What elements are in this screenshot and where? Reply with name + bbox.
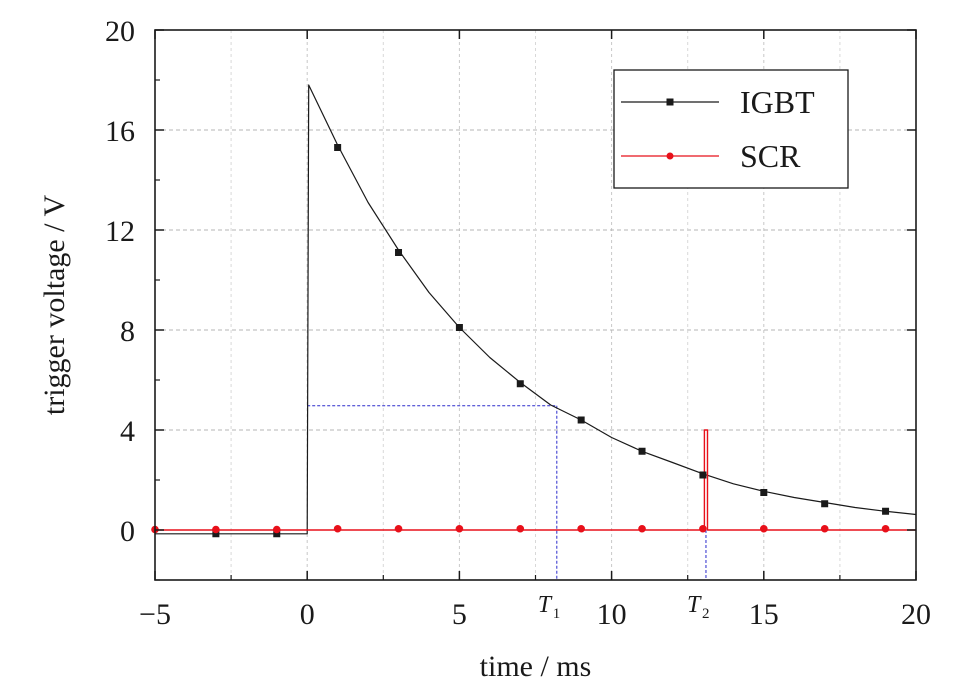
legend-marker-scr <box>666 152 674 160</box>
data-point-scr <box>333 524 342 533</box>
data-point-igbt <box>882 507 890 515</box>
legend: IGBT SCR <box>613 69 849 189</box>
data-point-igbt <box>273 530 281 538</box>
legend-label: SCR <box>740 138 801 174</box>
data-point-igbt <box>212 530 220 538</box>
data-point-scr <box>760 524 768 533</box>
series-markers <box>151 144 890 538</box>
data-point-scr <box>394 524 403 533</box>
series-lines <box>155 84 917 535</box>
data-point-scr <box>212 525 220 534</box>
data-point-scr <box>577 524 585 533</box>
x-tick-label: 0 <box>300 598 315 631</box>
data-point-igbt <box>760 489 768 496</box>
series-line-igbt <box>155 84 917 535</box>
data-point-igbt <box>638 447 646 455</box>
data-point-scr <box>638 524 646 533</box>
y-tick-label: 0 <box>120 515 135 548</box>
data-point-igbt <box>577 416 585 424</box>
x-tick-label: −5 <box>139 598 171 631</box>
x-axis-label: time / ms <box>480 650 592 683</box>
data-point-scr <box>699 524 707 533</box>
data-point-igbt <box>821 500 829 508</box>
data-point-scr <box>516 524 525 533</box>
annotation-label: T <box>687 592 702 618</box>
x-tick-label: 10 <box>597 598 627 631</box>
annotation-lines <box>307 405 707 580</box>
x-tick-label: 5 <box>452 598 467 631</box>
legend-label: IGBT <box>740 84 815 120</box>
legend-box <box>613 69 849 189</box>
x-tick-label: 15 <box>749 598 779 631</box>
y-tick-label: 4 <box>120 415 135 448</box>
legend-marker-igbt <box>666 98 674 106</box>
data-point-igbt <box>699 471 707 479</box>
x-tick-label: 20 <box>901 598 931 631</box>
axis-ticks <box>154 29 917 581</box>
data-point-igbt <box>334 144 342 151</box>
data-point-scr <box>820 524 829 533</box>
data-point-scr <box>881 524 890 533</box>
data-point-scr <box>272 525 281 534</box>
annotation-label: T <box>538 592 553 618</box>
y-tick-label: 12 <box>105 215 135 248</box>
series-line-scr <box>155 429 916 531</box>
annotation-subscript: 1 <box>553 606 561 622</box>
y-tick-label: 16 <box>105 115 135 148</box>
data-point-scr <box>455 524 464 533</box>
y-axis-label: trigger voltage / V <box>38 195 71 416</box>
data-point-igbt <box>455 324 463 331</box>
annotation-subscript: 2 <box>702 606 710 622</box>
data-point-igbt <box>395 249 403 256</box>
data-point-igbt <box>516 380 524 388</box>
y-tick-label: 20 <box>105 15 135 48</box>
y-tick-label: 8 <box>120 315 135 348</box>
